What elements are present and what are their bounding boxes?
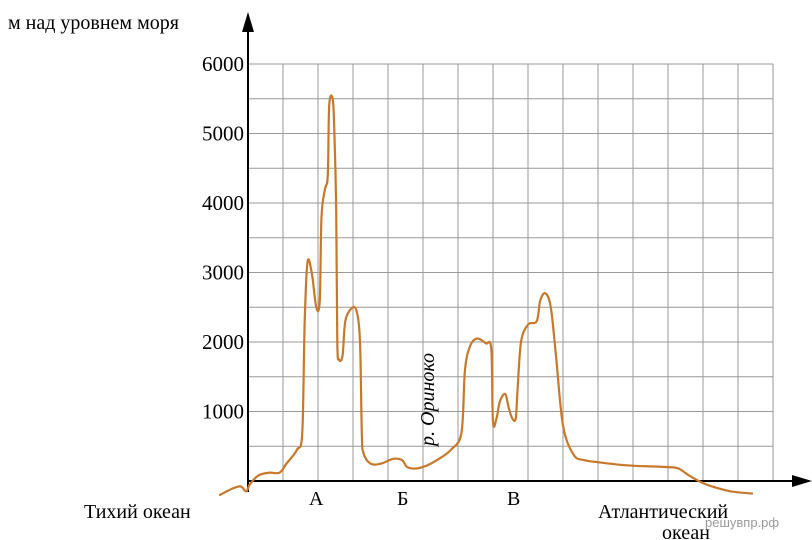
elevation-profile-line — [218, 94, 754, 496]
y-tick-label: 6000 — [202, 52, 244, 76]
y-tick-label: 2000 — [202, 330, 244, 354]
y-axis-label: м над уровнем моря — [8, 12, 179, 34]
y-axis-arrow-icon — [242, 12, 254, 32]
y-tick-label: 3000 — [202, 261, 244, 285]
pacific-ocean-label: Тихий океан — [84, 501, 191, 523]
atlantic-ocean-label-line2: океан — [662, 522, 710, 540]
grid — [248, 63, 774, 481]
point-label-v: В — [507, 488, 520, 510]
x-axis-arrow-icon — [792, 475, 812, 487]
y-tick-labels: 1000 2000 3000 4000 5000 6000 — [202, 52, 244, 424]
y-tick-label: 1000 — [202, 400, 244, 424]
watermark: решувпр.рф — [705, 515, 779, 530]
atlantic-ocean-label-line1: Атлантический — [598, 501, 728, 523]
axes — [242, 12, 812, 492]
point-label-b: Б — [397, 488, 408, 510]
y-tick-label: 4000 — [202, 191, 244, 215]
y-tick-label: 5000 — [202, 122, 244, 146]
point-label-a: А — [309, 488, 324, 510]
river-orinoco-label: р. Ориноко — [417, 353, 439, 448]
